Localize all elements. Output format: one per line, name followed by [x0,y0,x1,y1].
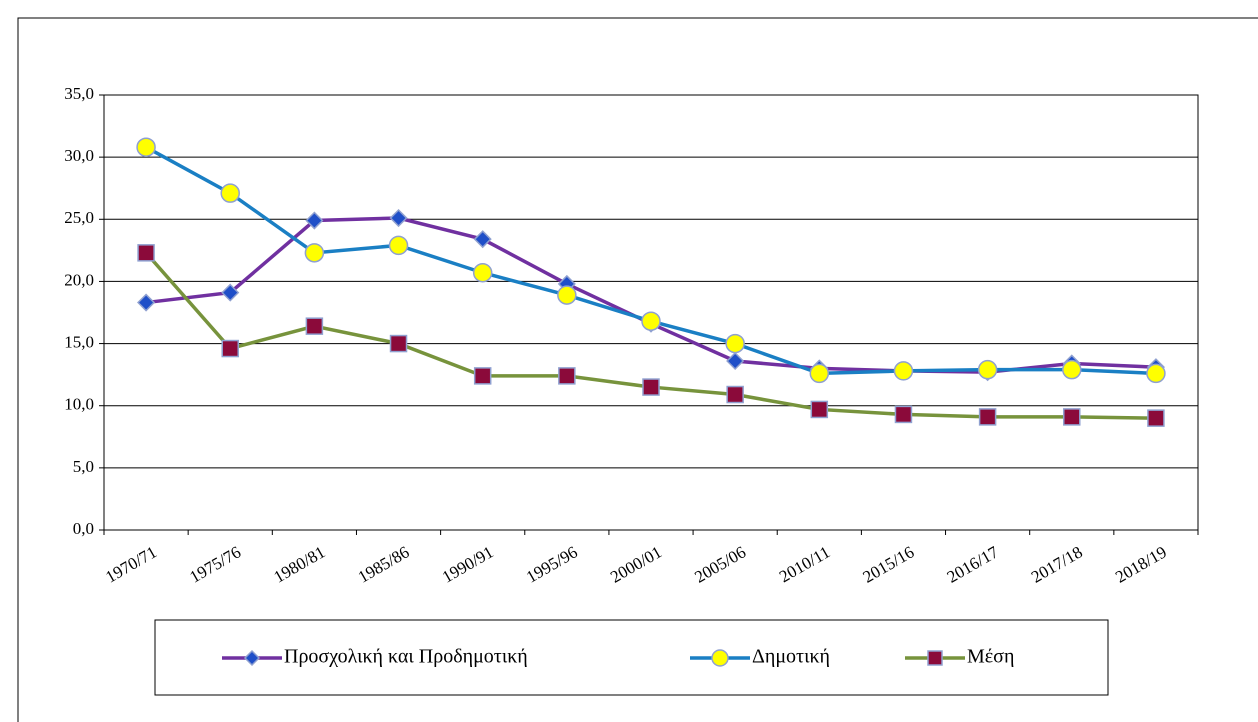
marker [305,211,324,230]
legend: Προσχολική και Προδημοτική Δημοτική Μέση [222,646,1014,668]
marker [1062,359,1082,380]
x-tick-label: 2016/17 [944,542,1002,587]
x-tick-label: 1995/96 [523,542,581,586]
marker [220,183,240,203]
marker [304,243,325,263]
legend-label: Προσχολική και Προδημοτική [284,646,528,668]
marker [137,244,155,262]
x-tick-label: 1970/71 [102,542,160,586]
marker [726,351,745,371]
marker [894,405,913,424]
marker [927,650,943,666]
marker [725,333,745,354]
marker [726,385,744,404]
chart-frame [17,17,1258,722]
y-tick-label: 10,0 [64,395,94,414]
marker [1147,409,1165,427]
y-tick-label: 35,0 [64,84,94,103]
marker [641,311,661,331]
y-tick-label: 5,0 [73,457,94,476]
x-tick-label: 2000/01 [607,542,665,586]
marker [1063,408,1081,426]
marker [473,367,492,385]
x-tick-label: 1985/86 [355,542,413,586]
x-tick-label: 2018/19 [1112,542,1170,586]
x-tick-label: 1975/76 [186,542,244,586]
marker [642,378,660,396]
marker [1146,363,1166,384]
legend-label: Δημοτική [752,646,830,668]
marker [473,230,492,249]
y-tick-label: 0,0 [73,519,94,538]
legend-label: Μέση [967,646,1014,668]
marker [557,285,577,305]
x-tick-label: 1980/81 [271,542,329,586]
marker [978,408,997,426]
y-tick-label: 15,0 [64,332,94,351]
marker [305,317,324,335]
marker [243,649,261,667]
marker [558,367,576,385]
marker [472,262,493,283]
x-tick-label: 2015/16 [860,542,918,586]
x-tick-label: 2005/06 [691,542,749,586]
marker [810,400,829,419]
marker [136,137,156,157]
marker [221,283,240,302]
series-line [145,145,1157,376]
marker [388,235,409,256]
marker [977,359,998,380]
x-tick-label: 1990/91 [439,542,497,586]
marker [137,293,156,312]
y-tick-label: 20,0 [64,270,94,289]
marker [389,334,408,353]
marker [711,649,729,667]
x-tick-label: 2017/18 [1028,542,1086,586]
y-tick-label: 25,0 [64,208,94,227]
y-tick-label: 30,0 [64,146,94,165]
marker [389,208,408,228]
marker [809,363,830,384]
x-tick-label: 2010/11 [776,542,833,586]
marker [221,339,239,358]
marker [893,361,914,381]
